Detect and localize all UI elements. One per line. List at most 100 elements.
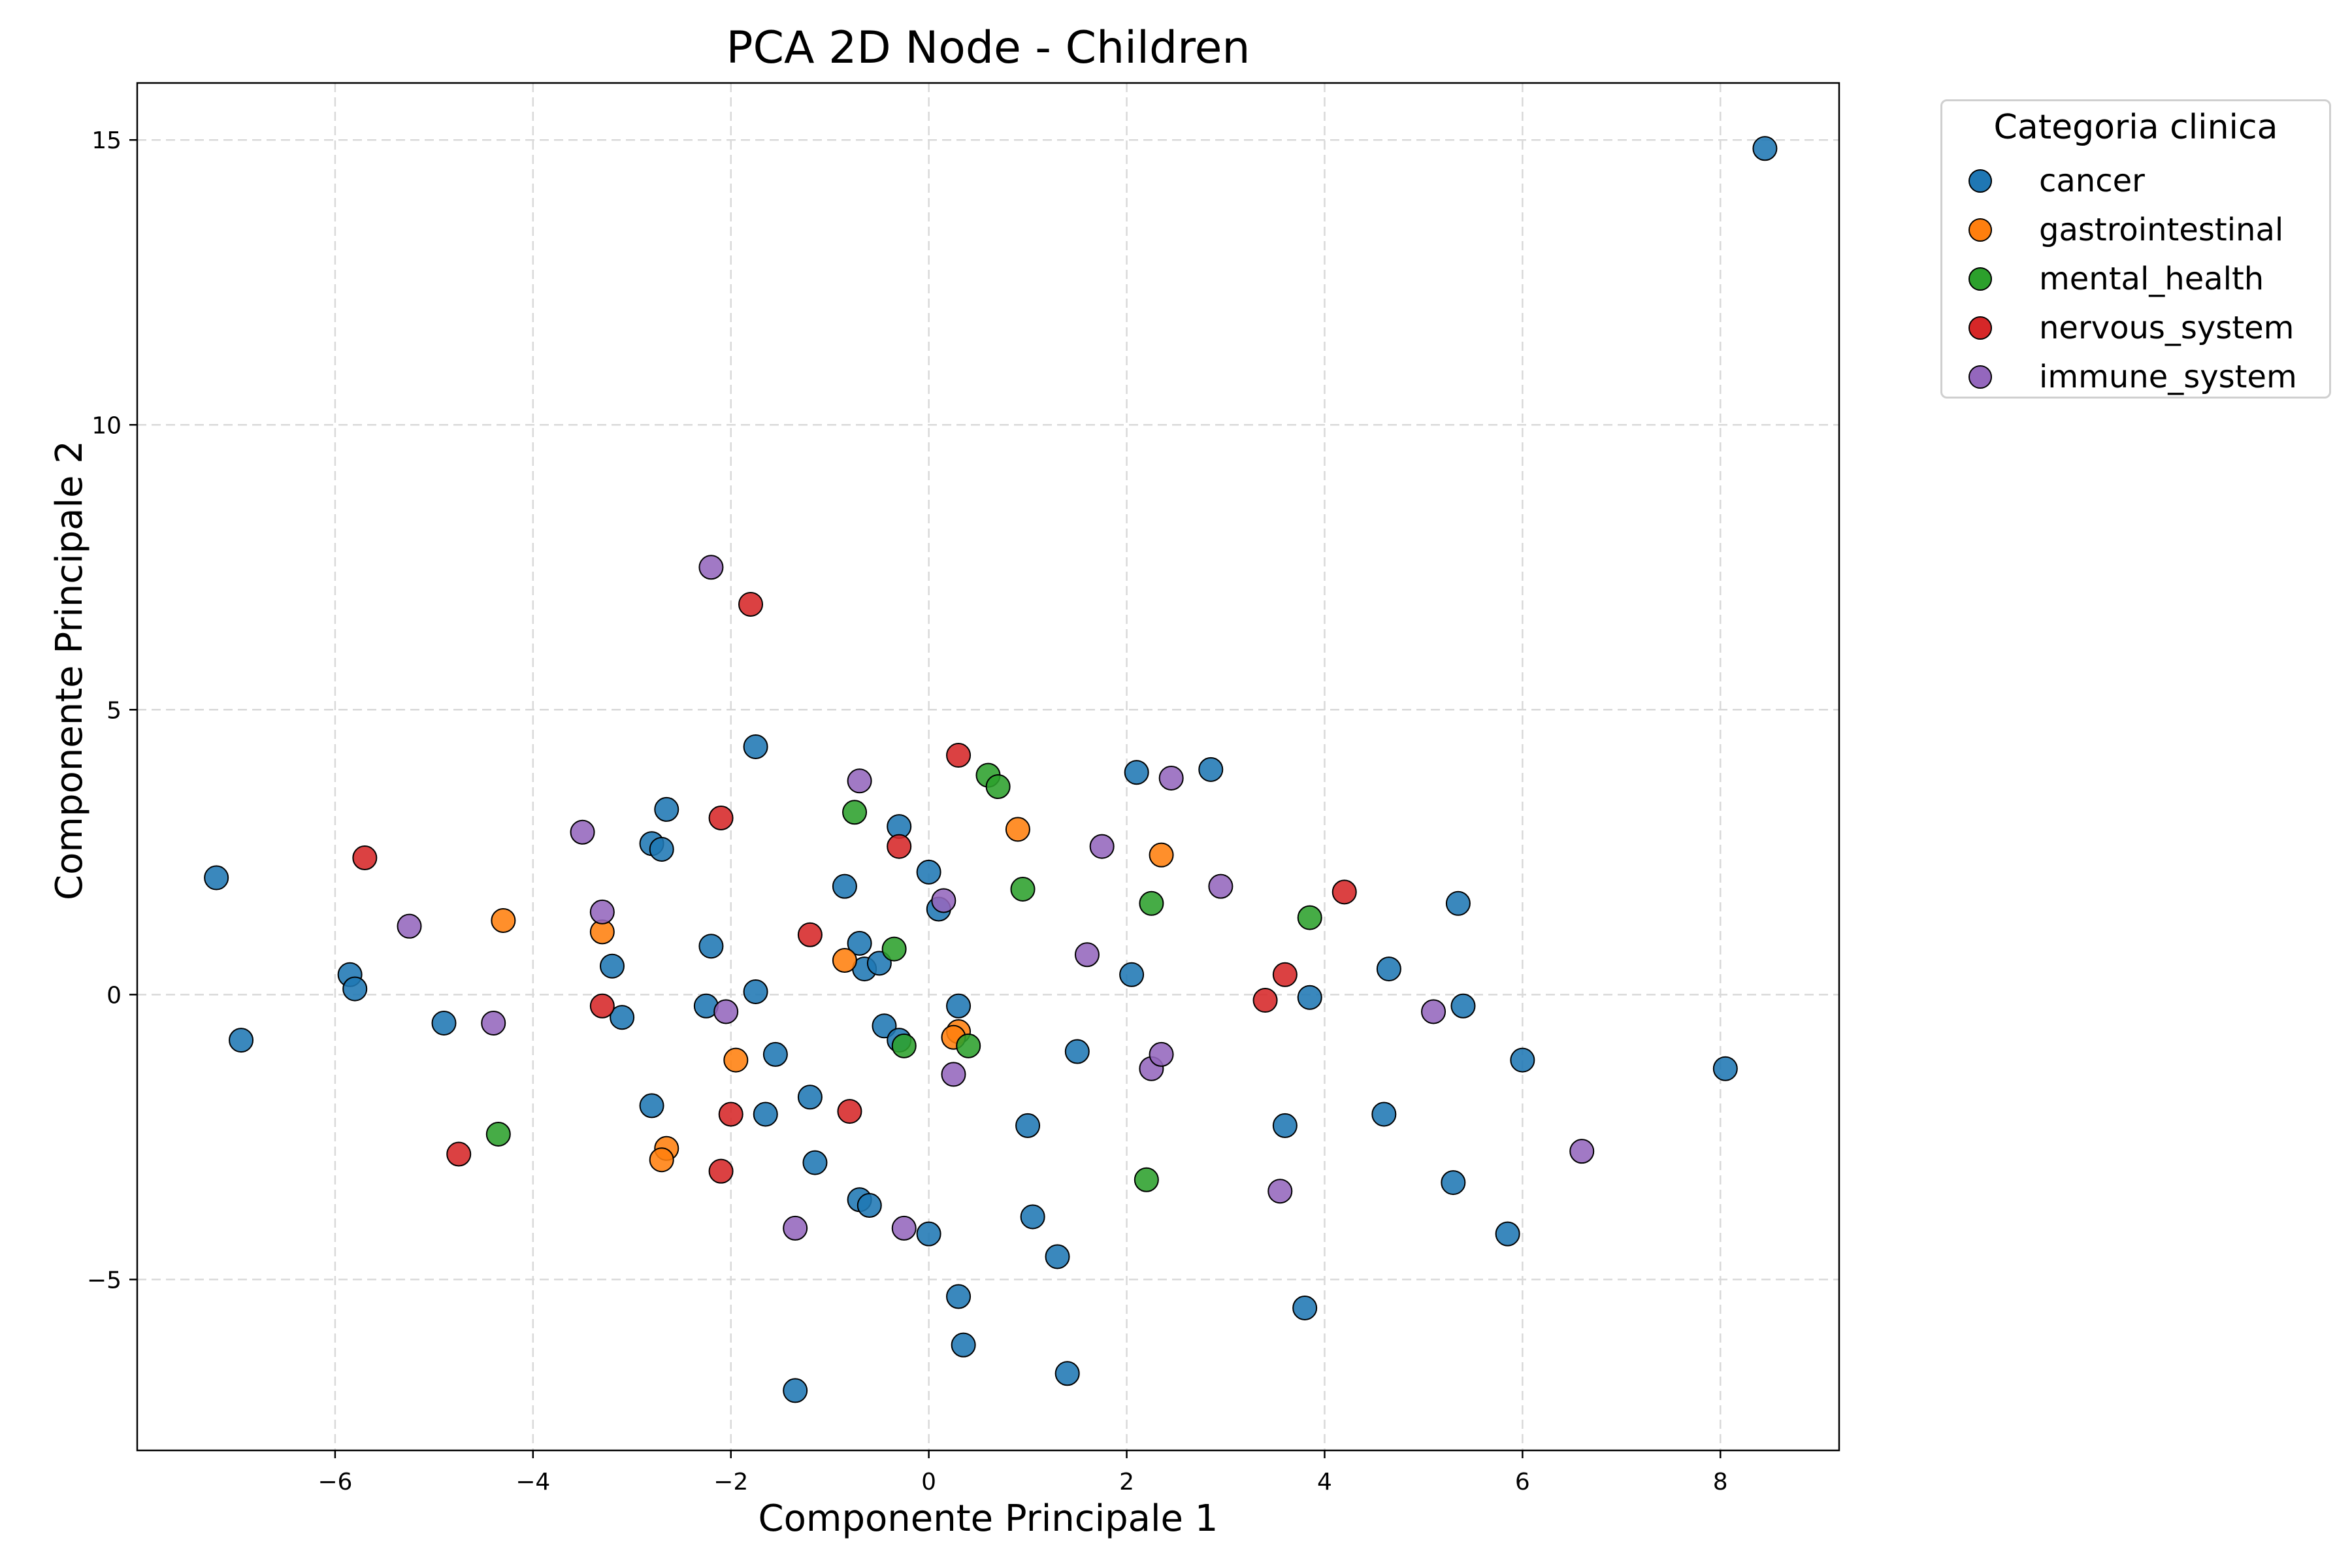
plot-frame: [136, 82, 1840, 1452]
point-cancer: [847, 930, 872, 956]
point-cancer: [1371, 1102, 1397, 1127]
x-tick-label: −6: [318, 1469, 352, 1495]
legend-marker-mental-health: [1968, 267, 1992, 291]
point-gastrointestinal: [1149, 842, 1174, 868]
point-cancer: [857, 1193, 882, 1218]
point-cancer: [1198, 757, 1224, 782]
point-nervous-system: [589, 993, 615, 1019]
legend-label-immune-system: immune_system: [2039, 359, 2297, 395]
legend-item-cancer: cancer: [1968, 158, 2145, 204]
point-cancer: [1441, 1170, 1466, 1196]
point-cancer: [1020, 1204, 1045, 1230]
point-gastrointestinal: [649, 1147, 674, 1173]
point-gastrointestinal: [832, 948, 857, 973]
point-immune-system: [570, 819, 595, 845]
point-cancer: [1495, 1221, 1520, 1247]
point-cancer: [762, 1041, 788, 1067]
point-cancer: [654, 796, 679, 822]
point-cancer: [229, 1028, 254, 1053]
point-cancer: [743, 734, 768, 759]
point-mental-health: [1010, 876, 1036, 902]
point-immune-system: [1158, 765, 1184, 791]
point-nervous-system: [837, 1099, 862, 1124]
point-cancer: [1752, 136, 1778, 161]
point-gastrointestinal: [491, 907, 516, 933]
point-nervous-system: [1252, 988, 1278, 1013]
point-nervous-system: [946, 743, 972, 768]
point-cancer: [1445, 890, 1471, 916]
x-tick-label: 8: [1713, 1469, 1728, 1495]
point-cancer: [1297, 985, 1322, 1010]
x-tick-label: 6: [1515, 1469, 1530, 1495]
point-nervous-system: [887, 834, 912, 859]
point-immune-system: [1089, 834, 1115, 859]
point-cancer: [946, 1284, 972, 1309]
point-immune-system: [713, 999, 739, 1024]
point-nervous-system: [797, 922, 823, 947]
x-tick-label: −2: [713, 1469, 748, 1495]
legend-label-cancer: cancer: [2039, 163, 2145, 199]
point-nervous-system: [1331, 879, 1357, 905]
point-mental-health: [881, 936, 907, 962]
point-immune-system: [1149, 1041, 1174, 1067]
point-cancer: [743, 979, 768, 1004]
point-immune-system: [931, 888, 956, 913]
point-cancer: [649, 836, 674, 862]
legend-label-mental-health: mental_health: [2039, 261, 2264, 297]
point-gastrointestinal: [723, 1047, 749, 1073]
point-cancer: [1292, 1295, 1318, 1320]
point-cancer: [1064, 1039, 1090, 1064]
point-cancer: [1450, 993, 1476, 1019]
legend-marker-immune-system: [1968, 365, 1992, 389]
y-tick-label: 5: [106, 697, 122, 724]
x-axis-label: Componente Principale 1: [758, 1497, 1218, 1540]
point-nervous-system: [1272, 962, 1298, 987]
point-immune-system: [1421, 999, 1446, 1024]
legend-item-mental-health: mental_health: [1968, 256, 2264, 302]
x-tick-label: −4: [515, 1469, 550, 1495]
point-immune-system: [481, 1010, 506, 1036]
point-nervous-system: [352, 845, 378, 871]
point-cancer: [1119, 962, 1145, 987]
y-tick-label: −5: [87, 1267, 122, 1294]
point-mental-health: [1139, 890, 1164, 916]
point-nervous-system: [718, 1102, 743, 1127]
data-points: [204, 136, 1778, 1403]
point-immune-system: [1208, 874, 1233, 899]
x-tick-label: 4: [1317, 1469, 1332, 1495]
point-cancer: [204, 865, 229, 890]
point-nervous-system: [708, 805, 734, 830]
point-gastrointestinal: [1005, 817, 1030, 842]
point-mental-health: [485, 1121, 511, 1147]
point-cancer: [431, 1010, 457, 1036]
point-cancer: [753, 1102, 778, 1127]
chart-title: PCA 2D Node - Children: [726, 22, 1250, 74]
point-mental-health: [956, 1033, 981, 1058]
point-cancer: [916, 1221, 941, 1247]
point-mental-health: [891, 1033, 917, 1058]
point-cancer: [1054, 1361, 1080, 1386]
point-immune-system: [891, 1215, 917, 1241]
legend-item-gastrointestinal: gastrointestinal: [1968, 207, 2283, 253]
x-tick-label: 2: [1119, 1469, 1134, 1495]
point-nervous-system: [708, 1158, 734, 1184]
legend: Categoria clinica cancer gastrointestina…: [1940, 99, 2331, 399]
point-cancer: [797, 1085, 823, 1110]
point-nervous-system: [446, 1141, 472, 1167]
point-cancer: [802, 1150, 828, 1175]
point-cancer: [599, 953, 625, 979]
point-nervous-system: [738, 591, 764, 617]
point-mental-health: [1134, 1167, 1159, 1192]
point-cancer: [951, 1332, 976, 1358]
y-tick-label: 10: [91, 412, 122, 439]
point-immune-system: [1267, 1179, 1293, 1204]
point-immune-system: [589, 899, 615, 924]
point-immune-system: [397, 913, 422, 939]
point-cancer: [1045, 1244, 1070, 1269]
point-mental-health: [842, 800, 868, 825]
point-mental-health: [1297, 905, 1322, 930]
axis-ticks: −6 −4 −2 0 2 4 6 8 −5 0 5 10 15: [87, 127, 1728, 1495]
point-immune-system: [698, 555, 724, 580]
legend-label-nervous-system: nervous_system: [2039, 310, 2295, 346]
point-immune-system: [941, 1062, 966, 1087]
